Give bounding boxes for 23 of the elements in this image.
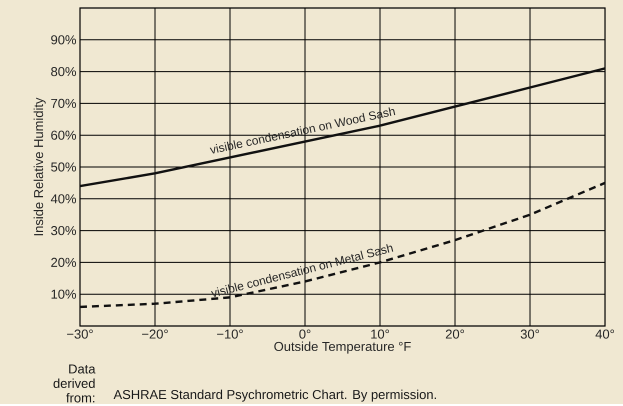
x-tick-label: −10° (217, 330, 243, 339)
x-tick-label: −30° (67, 330, 93, 339)
y-tick-label: 40% (50, 194, 76, 204)
text: Data derived from: (54, 364, 96, 403)
x-axis-title: Outside Temperature °F (274, 342, 411, 354)
x-tick-label: 40° (596, 330, 614, 339)
line-series (80, 182, 606, 308)
y-tick-label: 20% (51, 258, 76, 268)
text: ASHRAE Standard Psychrometric Chart. By permission. (114, 390, 436, 402)
y-tick-label: 60% (51, 130, 76, 140)
x-tick-label: 30° (520, 330, 540, 339)
line-series (80, 67, 606, 188)
y-tick-label: 50% (51, 162, 76, 172)
y-tick-label: 10% (52, 290, 76, 299)
x-tick-label: 20° (446, 330, 464, 339)
y-tick-label: 80% (51, 67, 76, 76)
y-tick-label: 30% (51, 226, 76, 236)
y-tick-label: 70% (51, 98, 76, 108)
x-tick-label: −20° (142, 330, 168, 339)
x-tick-label: 10° (371, 330, 390, 339)
y-axis-title: Inside Relative Humidity (34, 98, 46, 236)
x-tick-label: 0° (299, 330, 310, 339)
y-tick-label: 90% (51, 35, 76, 44)
